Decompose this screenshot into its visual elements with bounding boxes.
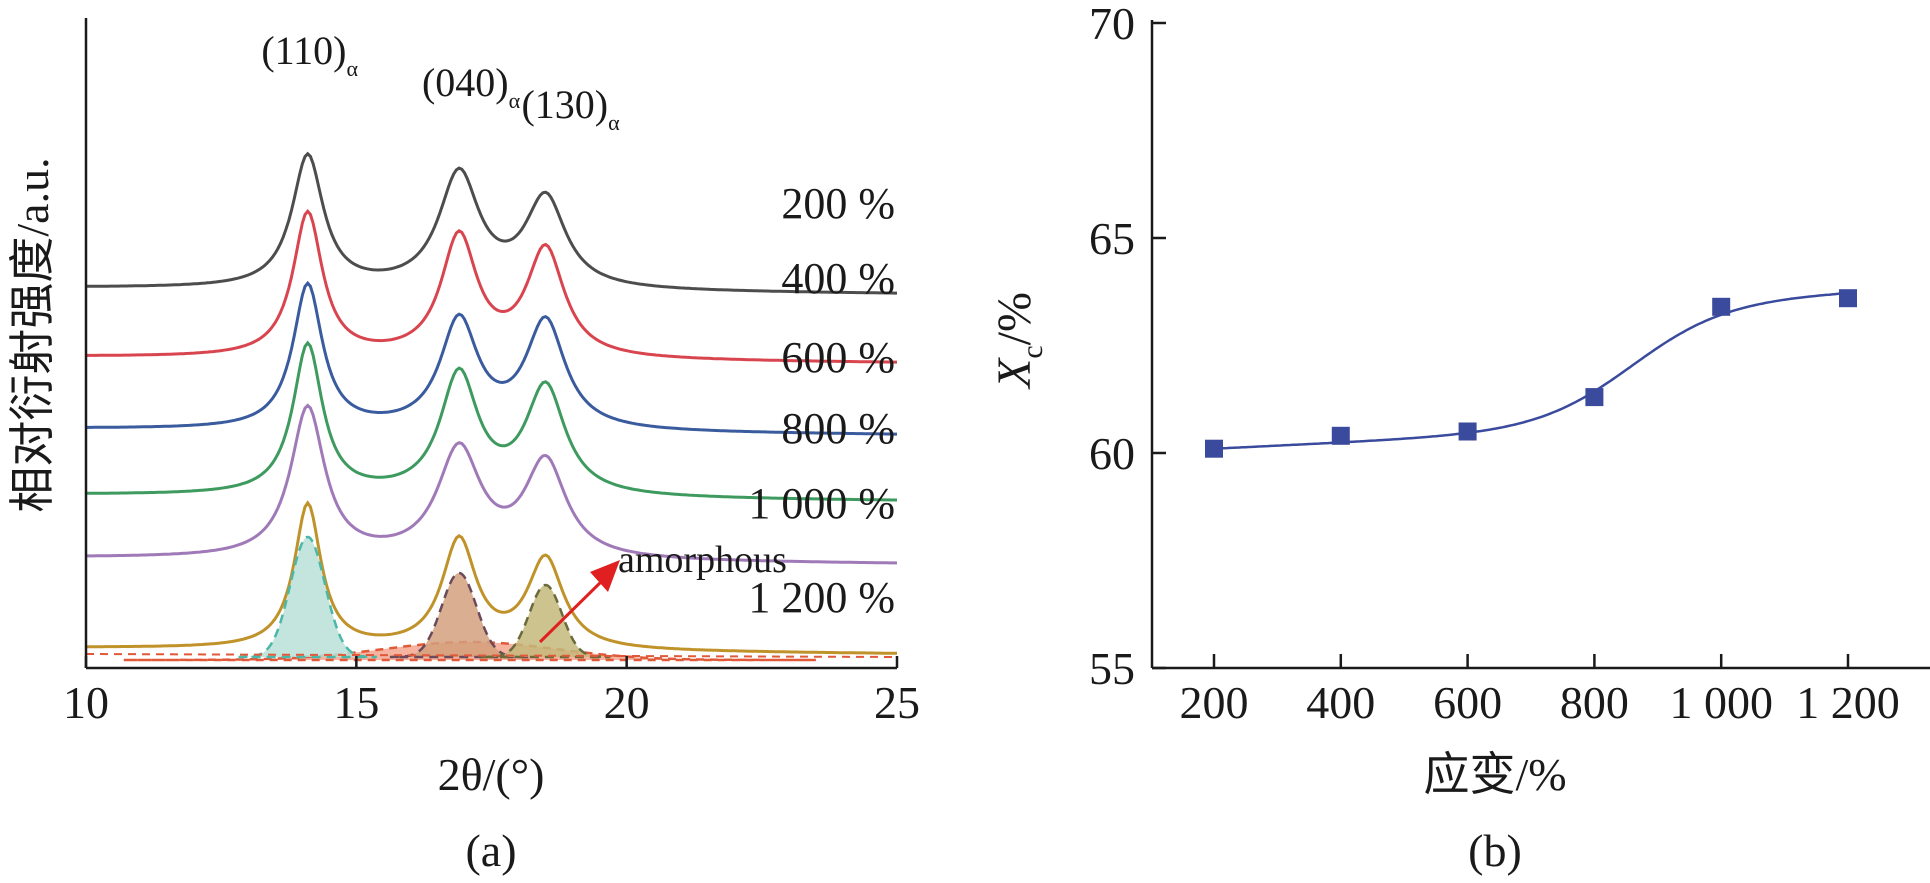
a-x-ticks: 10 15 20 25 [63,656,920,728]
deconvolution-peak-2 [480,583,611,659]
peak-label: (130)α [521,82,620,135]
xrd-curve-1 [86,208,897,364]
series-label: 1 000 % [748,479,895,528]
series-label: 400 % [781,254,895,303]
a-x-tick-label: 10 [63,677,109,728]
fit-curve [1213,291,1849,450]
a-y-axis-label: 相对衍射强度/a.u. [7,157,58,512]
b-x-tick-label: 400 [1306,677,1375,728]
xrd-curve-0 [86,151,897,295]
b-y-tick-label: 60 [1089,428,1135,479]
data-point [1839,289,1857,308]
data-point [1712,297,1731,316]
b-x-tick-label: 200 [1180,677,1249,728]
b-x-ticks: 200 400 600 800 1 000 1 200 [1180,654,1900,728]
series-label: 1 200 % [748,573,895,622]
b-x-axis-label: 应变/% [1423,749,1566,800]
a-panel-label: (a) [465,825,516,876]
xrd-panel: 10 15 20 25 (110)α (040)α (130)α 200 % 400 % 60… [7,18,920,876]
data-point [1458,422,1477,441]
b-y-ticks: 55 60 65 70 [1089,0,1166,694]
xrd-curve-5 [86,500,897,655]
peak-labels: (110)α (040)α (130)α [261,28,620,135]
a-x-tick-label: 15 [333,677,379,728]
b-x-tick-label: 800 [1560,677,1629,728]
amorphous-label: amorphous [618,539,787,581]
crystallinity-panel: 55 60 65 70 200 400 600 800 1 000 1 200 Xc/% 应变/… [988,0,1930,876]
a-x-axis-label: 2θ/(°) [438,749,545,800]
b-y-axis-label: Xc/% [988,292,1049,390]
svg-text:Xc/%: Xc/% [988,292,1049,390]
peak-label: (040)α [422,60,521,113]
b-y-tick-label: 70 [1089,0,1135,49]
data-point [1205,439,1223,458]
a-x-tick-label: 20 [604,677,650,728]
b-x-tick-label: 1 000 [1669,677,1773,728]
b-x-tick-label: 1 200 [1796,677,1900,728]
amorphous-annotation: amorphous [538,539,787,644]
data-point [1585,388,1604,407]
series-label: 200 % [781,179,895,228]
data-point [1331,426,1350,445]
series-labels: 200 % 400 % 600 % 800 % 1 000 % 1 200 % [748,179,895,622]
b-y-tick-label: 65 [1089,213,1135,264]
b-x-tick-label: 600 [1433,677,1502,728]
arrow-head-icon [590,560,620,592]
xrd-curve-2 [86,280,897,436]
deconvolution-peaks [85,535,898,662]
a-x-tick-label: 25 [874,677,920,728]
peak-label: (110)α [261,28,358,81]
deconvolution-peak-0 [238,535,377,659]
b-y-tick-label: 55 [1089,643,1135,694]
data-points [1205,289,1857,458]
xrd-curve-3 [86,340,897,502]
series-label: 800 % [781,404,895,453]
xrd-curve-4 [86,403,898,565]
xrd-curves [86,151,898,655]
background-line [85,653,898,658]
series-label: 600 % [781,333,895,382]
b-panel-label: (b) [1468,825,1522,876]
